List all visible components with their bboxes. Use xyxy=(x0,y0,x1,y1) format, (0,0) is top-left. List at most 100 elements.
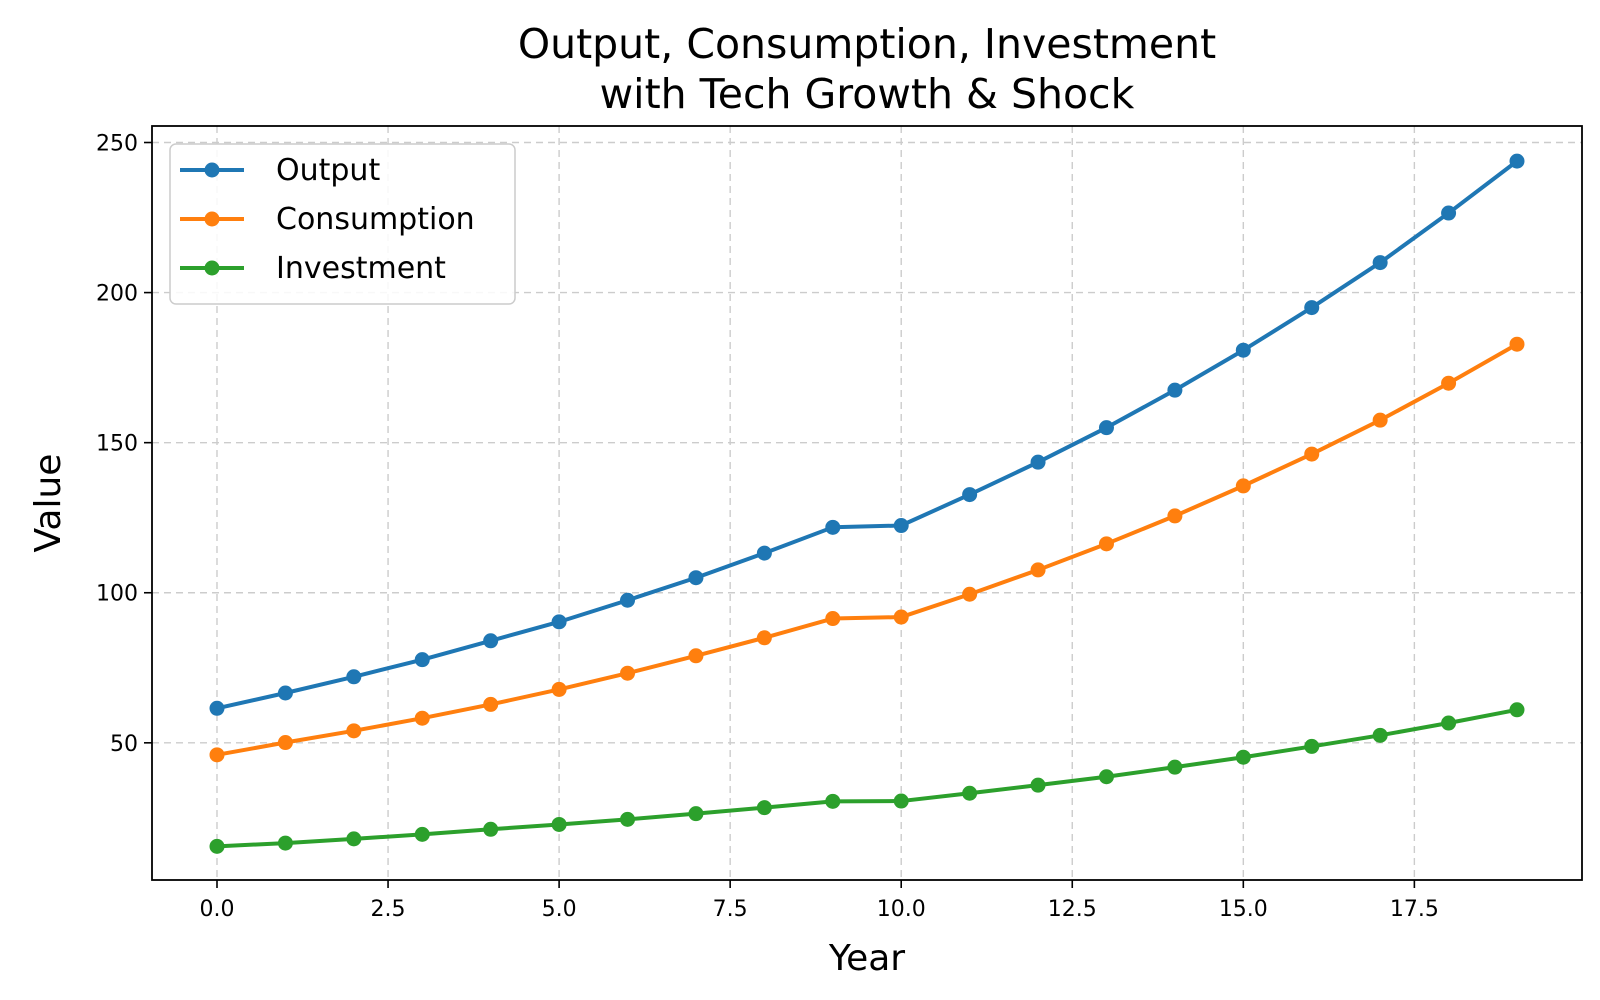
legend-item-consumption: Consumption xyxy=(180,202,475,237)
x-tick-label: 0.0 xyxy=(200,897,235,922)
legend-swatch-marker xyxy=(204,211,220,227)
consumption-point xyxy=(483,696,499,712)
legend-items: Output Consumption Investment xyxy=(180,153,475,286)
consumption-point xyxy=(688,648,704,664)
consumption-point xyxy=(1372,412,1388,428)
output-point xyxy=(551,614,567,630)
investment-point xyxy=(1372,727,1388,743)
consumption-point xyxy=(1167,508,1183,524)
output-point xyxy=(893,518,909,534)
investment-point xyxy=(209,838,225,854)
investment-point xyxy=(1030,777,1046,793)
legend-swatch-marker xyxy=(204,162,220,178)
investment-point xyxy=(893,793,909,809)
investment-point xyxy=(1509,702,1525,718)
legend-swatch-marker xyxy=(204,260,220,276)
output-point xyxy=(1372,255,1388,271)
consumption-point xyxy=(962,586,978,602)
investment-point xyxy=(756,800,772,816)
consumption-point xyxy=(1509,336,1525,352)
consumption-series xyxy=(209,336,1525,763)
output-point xyxy=(1030,454,1046,470)
consumption-point xyxy=(620,665,636,681)
legend-item-investment: Investment xyxy=(180,251,446,286)
investment-point xyxy=(483,821,499,837)
x-tick-label: 15.0 xyxy=(1219,897,1268,922)
output-series xyxy=(209,153,1525,716)
output-point xyxy=(825,519,841,535)
consumption-point xyxy=(551,681,567,697)
consumption-point xyxy=(1235,478,1251,494)
output-point xyxy=(620,592,636,608)
y-tick-label: 50 xyxy=(110,732,138,757)
plot-area-frame xyxy=(151,125,1583,881)
consumption-point xyxy=(825,611,841,627)
consumption-point xyxy=(1098,536,1114,552)
consumption-point xyxy=(893,609,909,625)
x-tick-label: 10.0 xyxy=(877,897,926,922)
investment-point xyxy=(346,831,362,847)
output-point xyxy=(277,685,293,701)
series-group xyxy=(209,153,1525,854)
x-axis-label: Year xyxy=(828,938,905,979)
investment-point xyxy=(414,826,430,842)
output-point xyxy=(1235,342,1251,358)
investment-point xyxy=(620,811,636,827)
x-tick-label: 17.5 xyxy=(1390,897,1439,922)
legend-item-output: Output xyxy=(180,153,380,188)
output-point xyxy=(483,633,499,649)
output-point xyxy=(1509,153,1525,169)
investment-point xyxy=(825,793,841,809)
x-tick-label: 5.0 xyxy=(542,897,577,922)
investment-point xyxy=(688,806,704,822)
output-point xyxy=(1167,382,1183,398)
y-tick-label: 200 xyxy=(96,282,138,307)
consumption-point xyxy=(1304,446,1320,462)
x-tick-label: 2.5 xyxy=(371,897,406,922)
investment-point xyxy=(1304,738,1320,754)
consumption-point xyxy=(756,630,772,646)
y-tick-label: 150 xyxy=(96,432,138,457)
y-axis-ticks: 50 100 150 200 250 xyxy=(96,132,152,757)
investment-point xyxy=(551,816,567,832)
output-line xyxy=(215,159,1519,711)
investment-point xyxy=(1098,769,1114,785)
output-point xyxy=(1098,420,1114,436)
y-tick-label: 250 xyxy=(96,132,138,157)
output-point xyxy=(1304,300,1320,316)
legend-label: Consumption xyxy=(276,202,475,237)
output-point xyxy=(688,570,704,586)
investment-point xyxy=(1235,749,1251,765)
consumption-point xyxy=(277,735,293,751)
x-axis-ticks: 0.0 2.5 5.0 7.5 10.0 12.5 15.0 17.5 xyxy=(200,880,1439,922)
investment-line xyxy=(215,707,1519,849)
investment-point xyxy=(277,835,293,851)
investment-point xyxy=(962,785,978,801)
investment-point xyxy=(1441,715,1457,731)
investment-point xyxy=(1167,759,1183,775)
investment-series xyxy=(209,702,1525,854)
consumption-line xyxy=(215,342,1519,757)
x-tick-label: 12.5 xyxy=(1048,897,1097,922)
legend-box xyxy=(169,143,516,305)
chart-title-line-1: Output, Consumption, Investment xyxy=(518,20,1216,68)
consumption-point xyxy=(1030,562,1046,578)
consumption-point xyxy=(209,747,225,763)
output-point xyxy=(1441,205,1457,221)
consumption-point xyxy=(1441,375,1457,391)
y-tick-label: 100 xyxy=(96,582,138,607)
y-axis-label: Value xyxy=(28,454,69,553)
output-point xyxy=(414,652,430,668)
x-tick-label: 7.5 xyxy=(713,897,748,922)
output-point xyxy=(962,487,978,503)
legend-label: Investment xyxy=(276,251,446,286)
chart-title-line-2: with Tech Growth & Shock xyxy=(600,70,1135,118)
legend: Output Consumption Investment xyxy=(169,143,516,305)
consumption-point xyxy=(414,710,430,726)
consumption-point xyxy=(346,723,362,739)
output-point xyxy=(756,545,772,561)
legend-label: Output xyxy=(276,153,380,188)
output-point xyxy=(209,700,225,716)
